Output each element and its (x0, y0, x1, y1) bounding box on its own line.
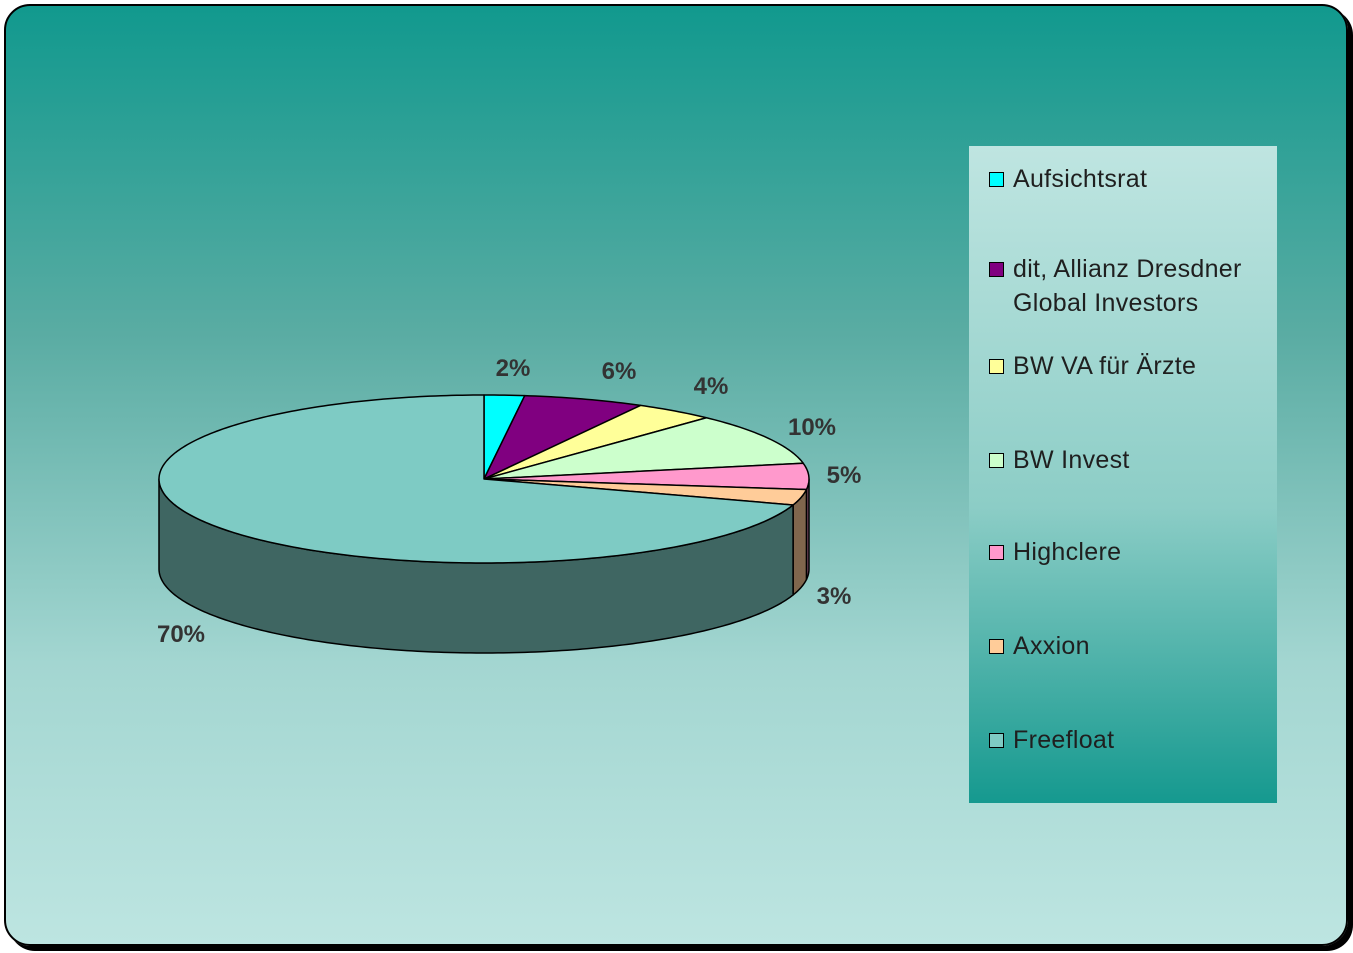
pie-data-label: 10% (788, 414, 836, 441)
pie-slice (158, 394, 794, 564)
legend-label: Highclere (1013, 538, 1122, 566)
pie-data-label: 2% (496, 355, 531, 382)
legend-label: Freefloat (1013, 726, 1115, 754)
legend-swatch (989, 172, 1004, 187)
pie-data-label: 5% (827, 462, 862, 489)
legend-label: BW Invest (1013, 446, 1130, 474)
pie-slice (483, 404, 708, 480)
pie-chart: 2% 6% 4% 10% 5% 3% 70% (157, 355, 862, 654)
legend-label: BW VA für Ärzte (1013, 352, 1197, 380)
legend-label: dit, Allianz Dresdner Global Investors (1013, 255, 1242, 317)
legend-item: dit, Allianz Dresdner Global Investors (989, 252, 1271, 320)
pie-slice (483, 394, 642, 480)
legend-item: Freefloat (989, 723, 1271, 757)
legend-swatch (989, 639, 1004, 654)
legend-swatch (989, 545, 1004, 560)
legend-swatch (989, 453, 1004, 468)
legend-label: Aufsichtsrat (1013, 165, 1148, 193)
legend-swatch (989, 359, 1004, 374)
legend-label: Axxion (1013, 632, 1090, 660)
pie-data-label: 3% (817, 583, 852, 610)
legend-item: Aufsichtsrat (989, 162, 1271, 196)
legend-item: Axxion (989, 629, 1271, 663)
legend-swatch (989, 262, 1004, 277)
pie-slice (483, 417, 804, 480)
pie-slice-side (792, 488, 808, 596)
pie-slice (483, 462, 810, 491)
pie-data-label: 6% (602, 358, 637, 385)
legend-item: BW VA für Ärzte (989, 349, 1271, 383)
legend-item: BW Invest (989, 443, 1271, 477)
chart-area: 2% 6% 4% 10% 5% 3% 70% Aufsichtsrat dit, Allia… (4, 4, 1348, 946)
legend: Aufsichtsrat dit, Allianz Dresdner Globa… (969, 146, 1277, 803)
pie-data-label: 70% (157, 621, 205, 648)
legend-swatch (989, 733, 1004, 748)
legend-item: Highclere (989, 535, 1271, 569)
pie-data-label: 4% (694, 373, 729, 400)
